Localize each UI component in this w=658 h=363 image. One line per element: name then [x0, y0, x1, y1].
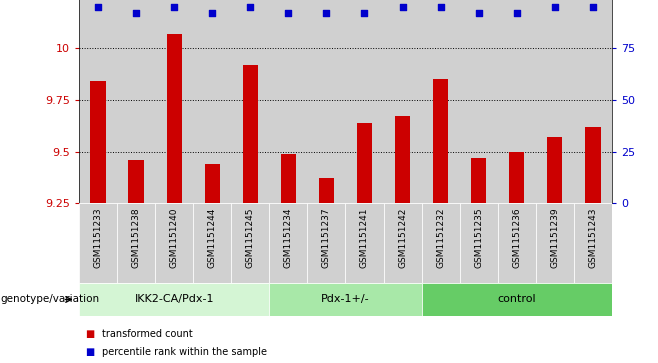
Bar [269, 203, 307, 283]
Point [588, 4, 598, 10]
Bar [79, 203, 117, 283]
Text: GSM1151240: GSM1151240 [170, 207, 178, 268]
Point [436, 4, 446, 10]
Bar [117, 0, 155, 203]
Bar [90, 81, 105, 203]
Text: GSM1151239: GSM1151239 [550, 207, 559, 268]
Bar [281, 154, 296, 203]
Bar [269, 0, 307, 203]
Bar [79, 283, 269, 316]
Bar [384, 0, 422, 203]
Point [359, 10, 370, 16]
Bar [345, 203, 384, 283]
Bar [422, 203, 460, 283]
Text: GSM1151235: GSM1151235 [474, 207, 483, 268]
Bar [433, 79, 448, 203]
Text: GSM1151242: GSM1151242 [398, 207, 407, 268]
Text: GSM1151234: GSM1151234 [284, 207, 293, 268]
Text: GSM1151241: GSM1151241 [360, 207, 369, 268]
Bar [243, 65, 258, 203]
Bar [231, 203, 269, 283]
Text: control: control [497, 294, 536, 305]
Bar [509, 152, 524, 203]
Bar [497, 203, 536, 283]
Bar [422, 283, 612, 316]
Text: GSM1151244: GSM1151244 [208, 207, 216, 268]
Bar [155, 203, 193, 283]
Text: GSM1151243: GSM1151243 [588, 207, 597, 268]
Point [93, 4, 103, 10]
Bar [460, 0, 497, 203]
Bar [318, 179, 334, 203]
Bar [79, 0, 117, 203]
Point [474, 10, 484, 16]
Bar [269, 283, 422, 316]
Text: genotype/variation: genotype/variation [0, 294, 99, 305]
Bar [536, 203, 574, 283]
Point [397, 4, 408, 10]
Bar [574, 0, 612, 203]
Bar [166, 34, 182, 203]
Point [131, 10, 141, 16]
Bar [128, 160, 143, 203]
Bar [193, 203, 231, 283]
Point [245, 4, 255, 10]
Bar [307, 0, 345, 203]
Bar [395, 117, 410, 203]
Bar [574, 203, 612, 283]
Point [169, 4, 180, 10]
Bar [497, 0, 536, 203]
Point [321, 10, 332, 16]
Bar [205, 164, 220, 203]
Bar [193, 0, 231, 203]
Point [549, 4, 560, 10]
Text: GSM1151233: GSM1151233 [93, 207, 103, 268]
Text: IKK2-CA/Pdx-1: IKK2-CA/Pdx-1 [134, 294, 214, 305]
Text: ■: ■ [86, 347, 95, 357]
Bar [117, 203, 155, 283]
Text: GSM1151236: GSM1151236 [513, 207, 521, 268]
Text: GSM1151238: GSM1151238 [132, 207, 141, 268]
Bar [384, 203, 422, 283]
Text: transformed count: transformed count [102, 329, 193, 339]
Bar [536, 0, 574, 203]
Text: GSM1151237: GSM1151237 [322, 207, 331, 268]
Point [207, 10, 217, 16]
Bar [586, 127, 601, 203]
Text: percentile rank within the sample: percentile rank within the sample [102, 347, 267, 357]
Bar [460, 203, 497, 283]
Bar [422, 0, 460, 203]
Bar [307, 203, 345, 283]
Point [511, 10, 522, 16]
Bar [345, 0, 384, 203]
Point [283, 10, 293, 16]
Text: GSM1151232: GSM1151232 [436, 207, 445, 268]
Bar [547, 137, 563, 203]
Bar [357, 123, 372, 203]
Bar [471, 158, 486, 203]
Text: GSM1151245: GSM1151245 [246, 207, 255, 268]
Text: Pdx-1+/-: Pdx-1+/- [321, 294, 370, 305]
Text: ■: ■ [86, 329, 95, 339]
Bar [231, 0, 269, 203]
Bar [155, 0, 193, 203]
